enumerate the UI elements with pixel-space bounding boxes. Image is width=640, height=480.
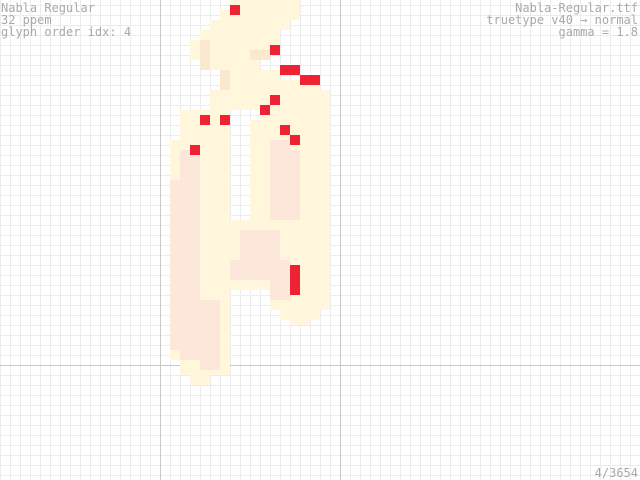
gamma-label: gamma = 1.8: [558, 25, 638, 39]
rendering-engine-label: truetype v40 → normal: [486, 13, 638, 27]
glyph-inner-peach: [170, 140, 300, 370]
glyph-counter: 4/3654: [594, 466, 638, 480]
ppem-label: 32 ppem: [1, 13, 52, 27]
glyph-shade: [200, 40, 270, 90]
glyph-red-points: [190, 5, 320, 295]
font-name-label: Nabla Regular: [1, 1, 95, 15]
glyph-order-label: glyph order idx: 4: [1, 25, 132, 39]
font-file-label: Nabla-Regular.ttf: [515, 1, 638, 15]
baseline-line: [0, 365, 640, 366]
origin-line: [160, 0, 161, 480]
advance-width-line: [340, 0, 341, 480]
